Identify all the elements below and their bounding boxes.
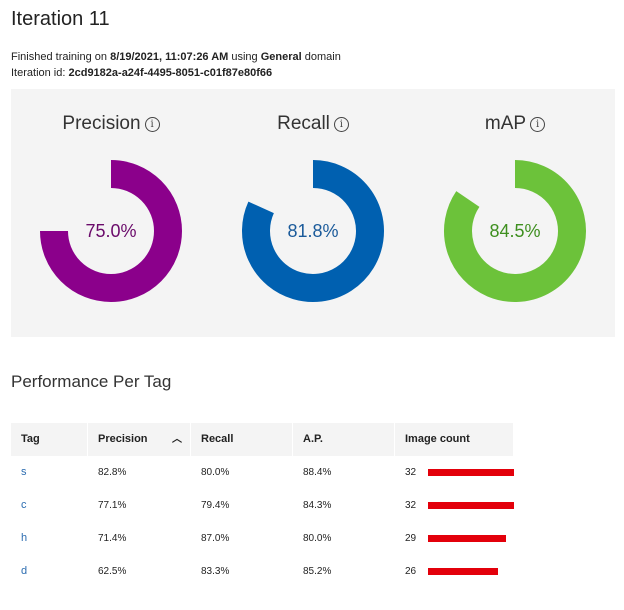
recall-cell: 83.3% (201, 566, 230, 577)
metric-map: mAP i 84.5% (415, 89, 615, 337)
table-row: d 62.5% 83.3% 85.2% 26 (11, 555, 513, 588)
tag-link[interactable]: d (21, 565, 28, 577)
tag-link[interactable]: s (21, 466, 27, 478)
iteration-id: 2cd9182a-a24f-4495-8051-c01f87e80f66 (68, 67, 273, 79)
table-row: s 82.8% 80.0% 88.4% 32 (11, 456, 514, 489)
image-count-bar (428, 535, 506, 542)
map-value: 84.5% (489, 221, 541, 241)
finished-prefix: Finished training on (11, 51, 108, 63)
table-header: Tag Precision ︿ Recall A.P. Image count (11, 423, 513, 456)
donut-arc (444, 160, 586, 302)
using-text: using (231, 51, 258, 63)
info-icon[interactable]: i (144, 117, 160, 132)
training-info: Finished training on 8/19/2021, 11:07:26… (11, 51, 341, 63)
precision-cell: 77.1% (98, 500, 127, 511)
metric-precision: Precision i 75.0% (11, 89, 211, 337)
metric-label: mAP (484, 113, 527, 134)
metric-label: Precision (62, 113, 141, 134)
image-count-bar (428, 502, 514, 509)
precision-donut (40, 160, 182, 302)
info-icon[interactable]: i (333, 117, 349, 132)
ap-cell: 84.3% (303, 500, 332, 511)
precision-cell: 82.8% (98, 467, 127, 478)
recall-cell: 79.4% (201, 500, 230, 511)
image-count-cell: 29 (405, 533, 417, 544)
domain-name: General (260, 51, 302, 63)
tag-link[interactable]: h (21, 532, 28, 544)
recall-cell: 80.0% (201, 467, 230, 478)
col-tag[interactable]: Tag (11, 423, 88, 456)
metric-recall: Recall i 81.8% (213, 89, 413, 337)
image-count-bar (428, 568, 498, 575)
ap-cell: 85.2% (303, 566, 332, 577)
iteration-id-row: Iteration id: 2cd9182a-a24f-4495-8051-c0… (11, 67, 272, 79)
info-icon[interactable]: i (530, 117, 546, 132)
recall-donut (242, 160, 384, 302)
recall-cell: 87.0% (201, 533, 230, 544)
image-count-cell: 32 (405, 500, 417, 511)
col-image-count[interactable]: Image count (405, 433, 470, 445)
donut-arc (40, 160, 182, 302)
tag-link[interactable]: c (21, 499, 27, 511)
recall-value: 81.8% (287, 221, 339, 241)
donut-arc (242, 160, 384, 302)
metrics-panel: Precision i 75.0% Recall i 81.8% mAP i 84.5… (11, 89, 615, 337)
section-title: Performance Per Tag (11, 372, 172, 391)
iteration-id-label: Iteration id: (11, 67, 66, 79)
table-row: c 77.1% 79.4% 84.3% 32 (11, 489, 514, 522)
col-precision[interactable]: Precision ︿ (88, 423, 191, 456)
page-title: Iteration 11 (11, 8, 110, 30)
ap-cell: 80.0% (303, 533, 332, 544)
chevron-up-icon[interactable]: ︿ (172, 434, 182, 445)
finished-date: 8/19/2021, 11:07:26 AM (110, 51, 229, 63)
ap-cell: 88.4% (303, 467, 332, 478)
map-donut (444, 160, 586, 302)
col-recall[interactable]: Recall (191, 423, 293, 456)
metric-label: Recall (277, 113, 330, 134)
precision-cell: 71.4% (98, 533, 127, 544)
col-ap[interactable]: A.P. (293, 423, 395, 456)
precision-cell: 62.5% (98, 566, 127, 577)
table-row: h 71.4% 87.0% 80.0% 29 (11, 522, 513, 555)
precision-value: 75.0% (85, 221, 137, 241)
image-count-cell: 26 (405, 566, 417, 577)
image-count-bar (428, 469, 514, 476)
domain-suffix: domain (304, 51, 341, 63)
image-count-cell: 32 (405, 467, 417, 478)
